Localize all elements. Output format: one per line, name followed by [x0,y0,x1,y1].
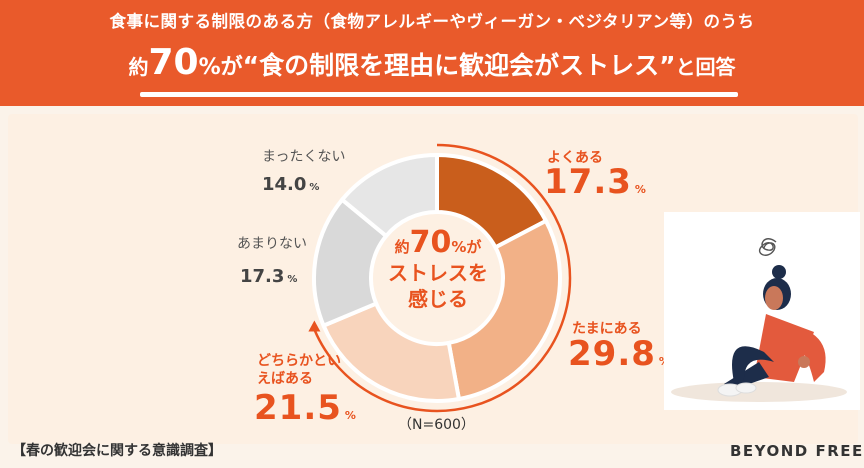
headline-percent: %が [198,55,243,80]
somewhat-value-text: 21.5 [254,388,342,428]
never-unit: % [309,182,320,193]
rarely-unit: % [287,274,298,285]
headline-number: 70 [148,42,199,83]
center-line2: ストレスを [388,261,488,285]
center-number: 70 [409,225,452,260]
survey-subtitle: 食事に関する制限のある方（食物アレルギーやヴィーガン・ベジタリアン等）のうち [109,12,755,31]
label-often-name: よくある [547,150,603,166]
headline-underline [140,92,738,97]
header-banner: 食事に関する制限のある方（食物アレルギーやヴィーガン・ベジタリアン等）のうち 約… [0,0,864,106]
center-percent: %が [451,238,482,256]
often-value-text: 17.3 [544,162,632,202]
label-never-value: 14.0% [262,174,319,195]
label-rarely-value: 17.3% [240,266,297,287]
headline: 約70%が“食の制限を理由に歓迎会がストレス”と回答 [0,42,864,83]
survey-source: 【春の歓迎会に関する意識調査】 [12,443,222,459]
slice-sometimes [446,218,562,402]
donut-center-label: 約70%が ストレスを 感じる [378,225,498,312]
donut-slices [312,152,562,403]
label-often-value: 17.3% [544,162,647,202]
stressed-person-illustration [664,212,860,410]
headline-suffix: と回答 [675,55,736,79]
sample-size-note: （N=600） [398,417,475,433]
label-sometimes-value: 29.8% [568,334,671,374]
label-rarely-name: あまりない [237,236,307,252]
stress-bracket-arc [313,143,572,413]
center-line3: 感じる [408,287,468,311]
brand-logo: BEYOND FREE [730,442,864,460]
center-prefix: 約 [394,238,410,256]
label-somewhat-value: 21.5% [254,388,357,428]
often-unit: % [634,183,647,196]
slice-never [339,152,439,239]
label-sometimes-name: たまにある [572,321,642,337]
somewhat-unit: % [344,409,357,422]
rarely-value-text: 17.3 [240,266,285,287]
sometimes-value-text: 29.8 [568,334,656,374]
headline-main: “食の制限を理由に歓迎会がストレス” [242,51,676,80]
label-somewhat-name: どちらかといえばある [257,353,341,387]
stress-bracket-arrow [308,320,321,332]
never-value-text: 14.0 [262,174,307,195]
headline-prefix: 約 [128,55,149,79]
label-never-name: まったくない [262,149,346,165]
